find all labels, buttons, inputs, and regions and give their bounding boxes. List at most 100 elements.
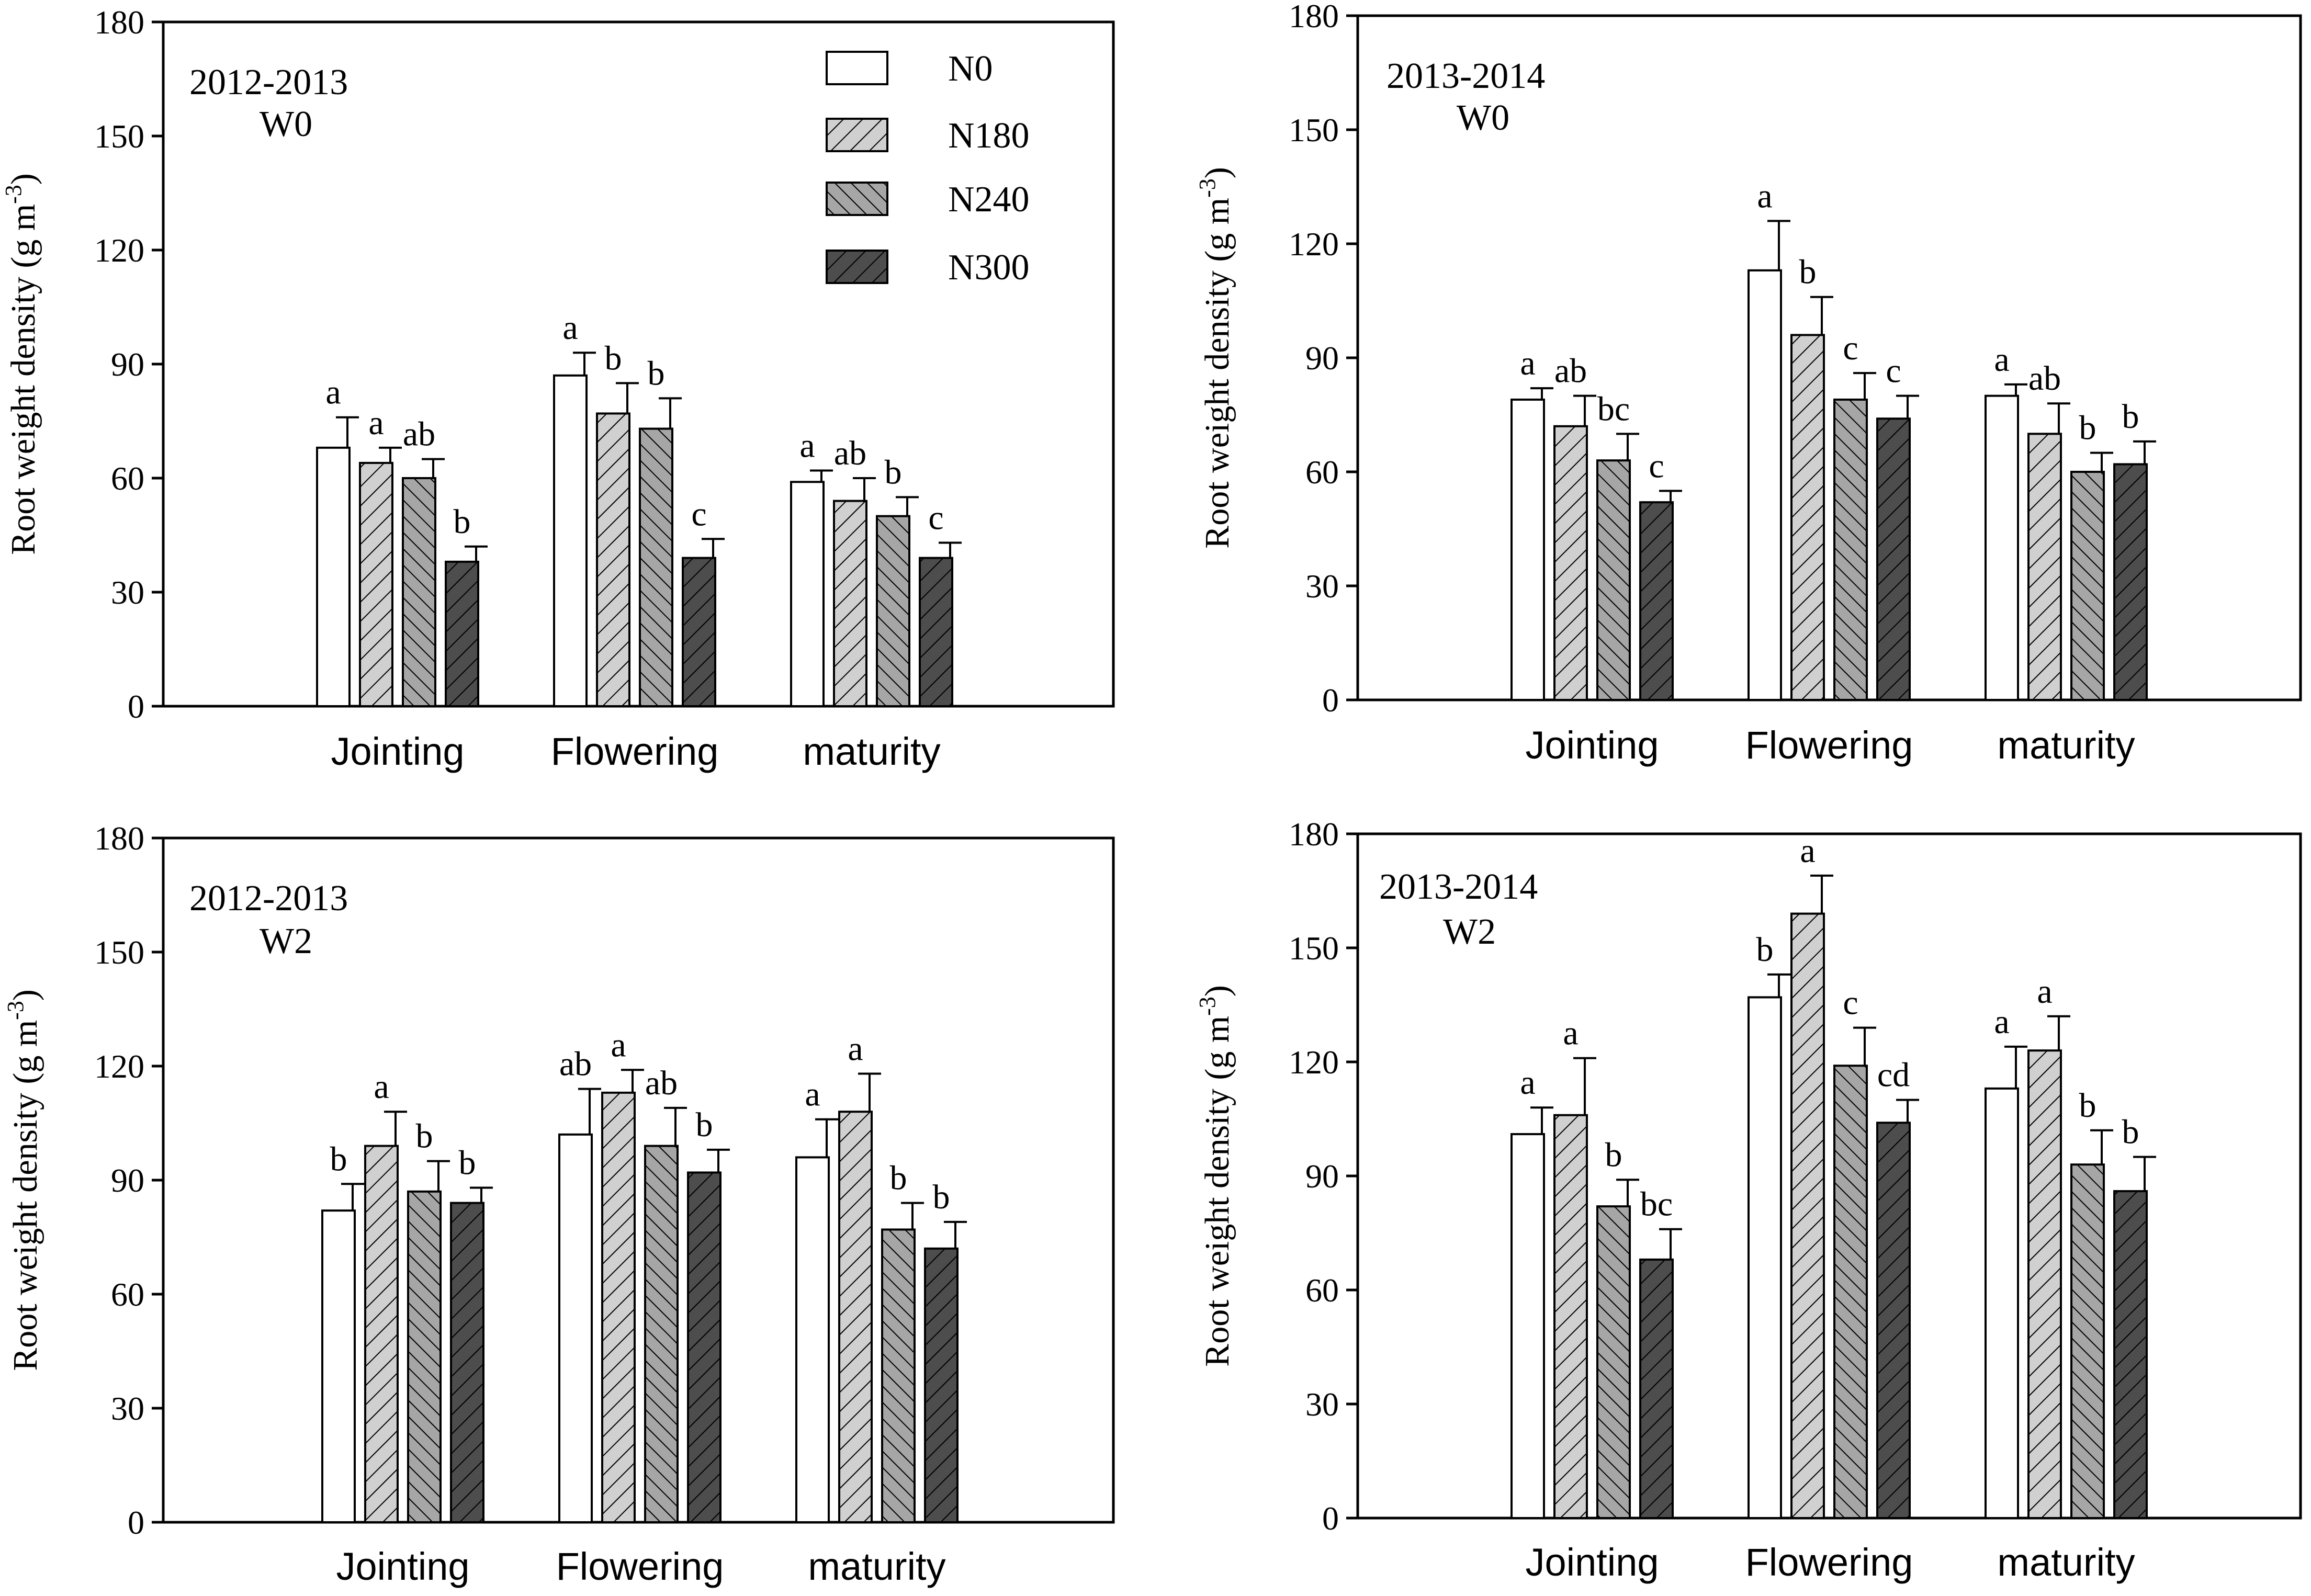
bar-n180 — [1553, 425, 1588, 701]
y-tick-label: 180 — [94, 4, 144, 41]
significance-letter: c — [928, 499, 943, 537]
bar-n300 — [450, 1202, 484, 1524]
panel-treatment-label: W2 — [260, 921, 312, 961]
significance-letter: b — [459, 1144, 476, 1182]
legend-label-n0: N0 — [948, 49, 993, 89]
panel-season-label: 2013-2014 — [1386, 56, 1545, 96]
significance-letter: bc — [1597, 390, 1630, 428]
bar-n300 — [445, 560, 479, 708]
bar-n180 — [2027, 1049, 2062, 1519]
y-axis-label-sup: -3 — [1, 185, 26, 204]
x-category-label: Jointing — [1525, 723, 1659, 767]
legend-swatch-n240 — [826, 182, 888, 216]
y-axis-label: Root weight density (g m-3) — [1194, 985, 1236, 1367]
significance-letter: c — [1843, 329, 1858, 367]
y-tick-label: 60 — [1305, 1272, 1339, 1309]
bar-n0 — [790, 481, 825, 707]
significance-letter: ab — [1554, 352, 1587, 390]
bar-n0 — [1510, 398, 1545, 701]
bar-n0 — [1748, 269, 1782, 701]
bar-n0 — [558, 1133, 593, 1524]
significance-letter: a — [611, 1026, 626, 1064]
significance-letter: a — [1994, 341, 2009, 379]
y-axis-label-text: Root weight density (g m — [1198, 198, 1236, 549]
y-axis-label: Root weight density (g m-3) — [1194, 167, 1236, 549]
significance-letter: c — [1649, 447, 1664, 485]
bar-n240 — [2070, 471, 2105, 701]
legend: N0 N180 N240 N300 — [826, 49, 1030, 288]
bar-n0 — [1748, 996, 1782, 1519]
bar-n0 — [553, 374, 588, 707]
bar-n0 — [795, 1156, 830, 1523]
bar-n300 — [1639, 501, 1674, 701]
x-category-label: Jointing — [331, 730, 464, 773]
panel-treatment-label: W0 — [1457, 98, 1509, 138]
x-category-label: Flowering — [556, 1545, 724, 1588]
y-tick-label: 0 — [128, 1504, 144, 1541]
chart-panel-3: 0 30 60 90 120 150 180 Root weight density (g m… — [3, 820, 1115, 1588]
significance-letter: a — [562, 309, 578, 347]
significance-letter: a — [368, 404, 384, 442]
bar-n300 — [1876, 417, 1911, 701]
bar-n180 — [833, 500, 867, 707]
significance-letter: ab — [559, 1045, 592, 1083]
y-tick-label: 90 — [1305, 1158, 1339, 1195]
bar-n240 — [1596, 459, 1631, 701]
y-tick-label: 120 — [94, 232, 144, 269]
y-axis-label-text: Root weight density (g m — [4, 204, 42, 555]
significance-letter: b — [605, 339, 622, 377]
panel-season-label: 2012-2013 — [189, 878, 348, 919]
bar-n300 — [2113, 463, 2148, 701]
bar-n180 — [1790, 334, 1825, 701]
significance-letter: b — [1756, 931, 1774, 969]
y-tick-label: 60 — [111, 1276, 144, 1313]
bar-n0 — [1510, 1133, 1545, 1519]
bar-n0 — [316, 446, 351, 707]
x-category-label: maturity — [808, 1545, 945, 1588]
significance-letter: ab — [645, 1064, 678, 1102]
bar-n180 — [838, 1111, 873, 1523]
bar-n180 — [364, 1145, 399, 1524]
bar-n180 — [596, 412, 630, 707]
bar-n180 — [2027, 433, 2062, 701]
bar-n300 — [919, 557, 953, 707]
y-tick-label: 150 — [94, 934, 144, 971]
y-tick-label: 180 — [1289, 816, 1339, 853]
x-category-label: maturity — [803, 730, 940, 773]
significance-letter: a — [799, 426, 815, 465]
significance-letter: b — [2122, 398, 2139, 436]
x-category-label: Flowering — [1745, 723, 1913, 767]
chart-panel-4: 0 30 60 90 120 150 180 Root weight density (g m… — [1194, 816, 2302, 1584]
y-tick-label: 180 — [94, 820, 144, 857]
y-axis-label-text: Root weight density (g m — [1198, 1016, 1236, 1367]
legend-label-n240: N240 — [948, 179, 1030, 220]
y-axis-label: Root weight density (g m-3) — [3, 989, 44, 1371]
significance-letter: a — [2037, 972, 2052, 1011]
significance-letter: c — [691, 495, 706, 533]
y-tick-label: 150 — [94, 118, 144, 155]
bar-n180 — [1553, 1114, 1588, 1520]
x-category-label: Flowering — [1745, 1541, 1913, 1584]
y-tick-label: 120 — [1289, 225, 1339, 263]
y-tick-label: 120 — [94, 1048, 144, 1085]
significance-letter: b — [330, 1140, 347, 1178]
significance-letter: b — [1605, 1136, 1622, 1174]
bar-n300 — [1639, 1258, 1674, 1520]
bar-n240 — [407, 1190, 442, 1524]
legend-label-n300: N300 — [948, 247, 1030, 288]
legend-label-n180: N180 — [948, 116, 1030, 156]
y-axis-label-sup: -3 — [1194, 178, 1220, 198]
significance-letter: b — [2079, 1086, 2096, 1125]
y-tick-label: 30 — [111, 574, 144, 611]
bar-n300 — [1876, 1122, 1911, 1519]
y-axis-label-close: ) — [6, 989, 44, 1001]
significance-letter: b — [416, 1117, 433, 1156]
significance-letter: b — [2079, 409, 2096, 447]
panel-treatment-label: W0 — [260, 104, 312, 144]
significance-letter: b — [933, 1178, 950, 1216]
significance-letter: b — [885, 453, 902, 491]
y-axis-label: Root weight density (g m-3) — [1, 173, 42, 555]
y-axis-label-close: ) — [4, 173, 42, 185]
y-axis-label-sup: -3 — [1194, 997, 1220, 1016]
